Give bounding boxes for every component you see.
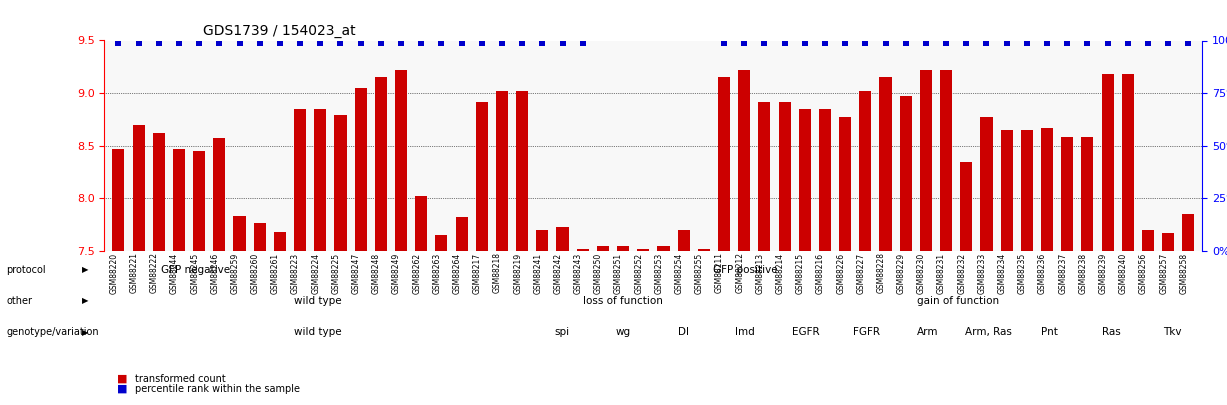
Text: Dl: Dl xyxy=(679,327,690,337)
Bar xyxy=(476,102,488,251)
Bar xyxy=(859,91,871,251)
Bar xyxy=(517,91,528,251)
Bar xyxy=(739,70,750,251)
Bar xyxy=(355,88,367,251)
Bar xyxy=(536,230,548,251)
Bar xyxy=(596,246,609,251)
Bar xyxy=(758,102,771,251)
Bar xyxy=(961,162,972,251)
Bar xyxy=(899,96,912,251)
Text: protocol: protocol xyxy=(6,265,45,275)
Bar xyxy=(920,70,933,251)
Bar xyxy=(254,223,266,251)
Bar xyxy=(818,109,831,251)
Bar xyxy=(1021,130,1033,251)
Bar xyxy=(415,196,427,251)
Bar xyxy=(152,133,164,251)
Bar xyxy=(213,139,226,251)
Bar xyxy=(233,216,245,251)
Text: other: other xyxy=(6,296,32,306)
Text: loss of function: loss of function xyxy=(583,296,663,306)
Bar xyxy=(1162,233,1174,251)
Bar xyxy=(557,227,568,251)
Text: wild type: wild type xyxy=(294,296,341,306)
Text: ■: ■ xyxy=(117,374,128,384)
Bar xyxy=(839,117,852,251)
Text: wild type: wild type xyxy=(294,327,341,337)
Text: wg: wg xyxy=(615,327,631,337)
Text: EGFR: EGFR xyxy=(793,327,820,337)
Text: GDS1739 / 154023_at: GDS1739 / 154023_at xyxy=(204,24,356,38)
Bar xyxy=(274,232,286,251)
Bar xyxy=(436,235,448,251)
Text: genotype/variation: genotype/variation xyxy=(6,327,98,337)
Bar xyxy=(173,149,185,251)
Bar xyxy=(940,70,952,251)
Bar xyxy=(314,109,326,251)
Bar xyxy=(1183,214,1194,251)
Bar xyxy=(1121,74,1134,251)
Text: percentile rank within the sample: percentile rank within the sample xyxy=(135,384,299,394)
Bar xyxy=(799,109,811,251)
Bar xyxy=(677,230,690,251)
Bar xyxy=(1081,137,1093,251)
Bar xyxy=(113,149,124,251)
Bar xyxy=(1061,137,1074,251)
Bar xyxy=(455,217,467,251)
Bar xyxy=(294,109,307,251)
Bar xyxy=(637,249,649,251)
Bar xyxy=(880,77,892,251)
Bar xyxy=(133,125,145,251)
Text: GFP negative: GFP negative xyxy=(161,265,231,275)
Text: Arm: Arm xyxy=(917,327,939,337)
Bar xyxy=(617,246,629,251)
Bar xyxy=(1040,128,1053,251)
Text: ▶: ▶ xyxy=(82,265,88,274)
Text: Tkv: Tkv xyxy=(1163,327,1182,337)
Text: transformed count: transformed count xyxy=(135,374,226,384)
Text: ▶: ▶ xyxy=(82,296,88,305)
Bar xyxy=(1142,230,1155,251)
Text: spi: spi xyxy=(555,327,569,337)
Bar xyxy=(335,115,346,251)
Text: ▶: ▶ xyxy=(82,328,88,337)
Bar xyxy=(1102,74,1114,251)
Bar xyxy=(1000,130,1012,251)
Bar xyxy=(577,249,589,251)
Text: Ras: Ras xyxy=(1102,327,1120,337)
Text: GFP positive: GFP positive xyxy=(713,265,777,275)
Bar xyxy=(779,102,790,251)
Bar xyxy=(658,246,670,251)
Text: Imd: Imd xyxy=(735,327,755,337)
Bar xyxy=(698,249,710,251)
Bar xyxy=(193,151,205,251)
Bar xyxy=(718,77,730,251)
Text: Pnt: Pnt xyxy=(1042,327,1059,337)
Bar xyxy=(496,91,508,251)
Bar xyxy=(980,117,993,251)
Text: gain of function: gain of function xyxy=(918,296,1000,306)
Text: Arm, Ras: Arm, Ras xyxy=(966,327,1012,337)
Bar xyxy=(374,77,387,251)
Text: ■: ■ xyxy=(117,384,128,394)
Text: FGFR: FGFR xyxy=(854,327,881,337)
Bar xyxy=(395,70,407,251)
